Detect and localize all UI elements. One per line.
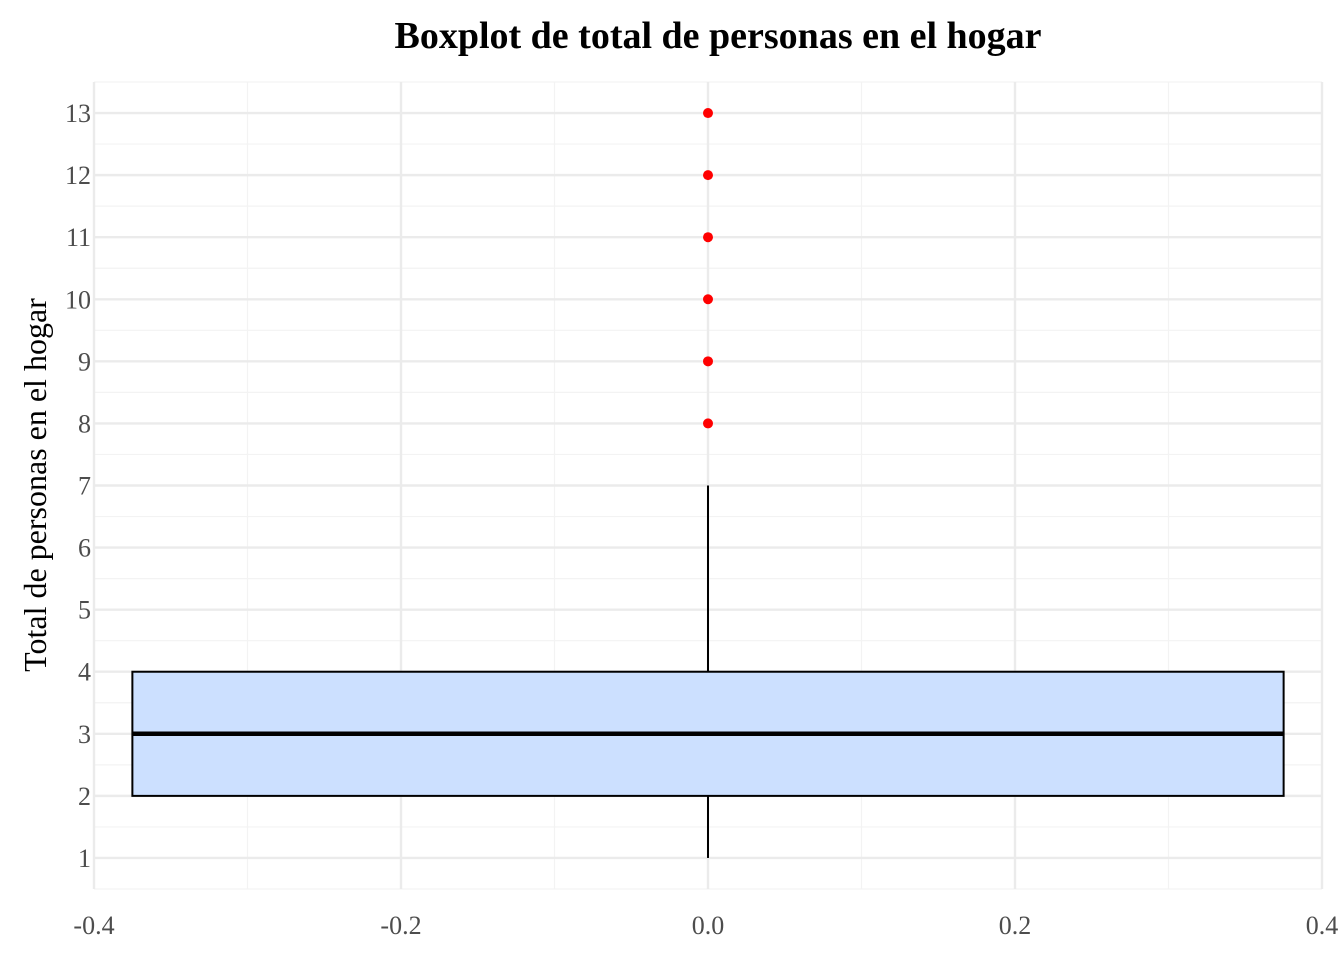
y-tick-label: 1 [78,844,91,873]
y-axis-label: Total de personas en el hogar [17,298,53,672]
chart-title: Boxplot de total de personas en el hogar [394,15,1041,57]
y-tick-label: 9 [78,347,91,376]
y-tick-label: 8 [78,409,91,438]
outliers [703,108,713,429]
y-tick-label: 3 [78,720,91,749]
y-tick-label: 6 [78,534,91,563]
y-tick-label: 13 [65,99,91,128]
outlier-point [703,232,713,243]
y-tick-label: 5 [78,596,91,625]
y-tick-label: 12 [65,161,91,190]
y-tick-label: 4 [78,658,91,687]
box-layer [131,485,1285,858]
outlier-point [703,170,713,181]
x-tick-label: 0.4 [1306,911,1339,940]
x-axis-ticks: -0.4 -0.2 0.0 0.2 0.4 [73,911,1338,940]
y-tick-label: 10 [65,285,91,314]
outlier-point [703,294,713,305]
outlier-point [703,108,713,119]
y-tick-label: 11 [66,223,91,252]
x-tick-label: -0.2 [380,911,421,940]
outlier-point [703,418,713,429]
y-tick-label: 7 [78,472,91,501]
x-tick-label: 0.2 [999,911,1032,940]
y-tick-label: 2 [78,782,91,811]
outlier-point [703,356,713,367]
x-tick-label: -0.4 [73,911,114,940]
x-tick-label: 0.0 [692,911,725,940]
